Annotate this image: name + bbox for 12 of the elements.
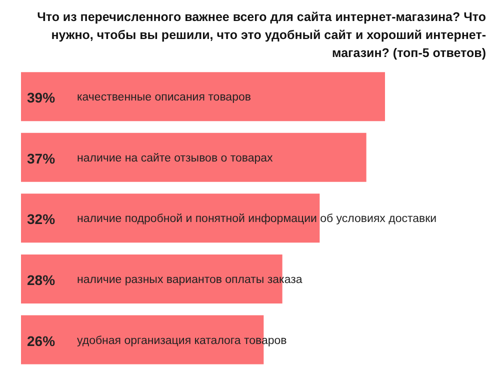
data-label: 37% — [27, 150, 56, 166]
bar — [21, 194, 320, 243]
bar — [21, 132, 366, 182]
y-tick-label: наличие на сайте отзывов о товарах — [77, 152, 274, 164]
data-label: 28% — [27, 272, 56, 288]
data-label: 26% — [27, 332, 56, 349]
y-tick-label: наличие подробной и понятной информации об условиях доставки — [77, 213, 437, 226]
data-label: 39% — [27, 90, 56, 106]
y-tick-label: качественные описания товаров — [77, 92, 251, 104]
bar — [21, 72, 385, 122]
data-label: 32% — [27, 211, 56, 228]
chart-title: Что из перечисленного важнее всего для сайта интернет-магазина? Что нужно, чтобы вы решили, что это удобный сайт и хороший интернет-магазин? (топ-5 ответов) — [36, 9, 486, 62]
